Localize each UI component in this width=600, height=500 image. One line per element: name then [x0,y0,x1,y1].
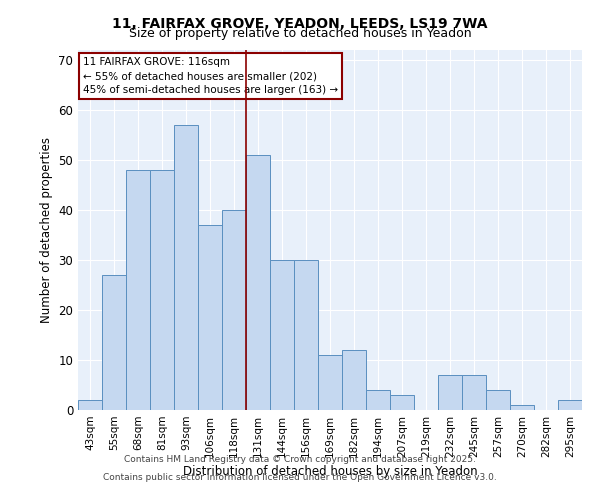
Bar [342,350,366,410]
Bar [198,225,222,410]
Bar [102,275,126,410]
Bar [270,260,294,410]
Bar [174,125,198,410]
Bar [246,155,270,410]
Bar [438,375,462,410]
Bar [366,390,390,410]
Bar [150,170,174,410]
Bar [78,400,102,410]
Text: Contains public sector information licensed under the Open Government Licence v3: Contains public sector information licen… [103,472,497,482]
Text: Contains HM Land Registry data © Crown copyright and database right 2025.: Contains HM Land Registry data © Crown c… [124,455,476,464]
X-axis label: Distribution of detached houses by size in Yeadon: Distribution of detached houses by size … [182,466,478,478]
Text: 11 FAIRFAX GROVE: 116sqm
← 55% of detached houses are smaller (202)
45% of semi-: 11 FAIRFAX GROVE: 116sqm ← 55% of detach… [83,57,338,95]
Bar [126,170,150,410]
Bar [510,405,534,410]
Bar [558,400,582,410]
Text: Size of property relative to detached houses in Yeadon: Size of property relative to detached ho… [128,28,472,40]
Bar [294,260,318,410]
Y-axis label: Number of detached properties: Number of detached properties [40,137,53,323]
Bar [318,355,342,410]
Bar [390,395,414,410]
Bar [222,210,246,410]
Bar [462,375,486,410]
Text: 11, FAIRFAX GROVE, YEADON, LEEDS, LS19 7WA: 11, FAIRFAX GROVE, YEADON, LEEDS, LS19 7… [112,18,488,32]
Bar [486,390,510,410]
